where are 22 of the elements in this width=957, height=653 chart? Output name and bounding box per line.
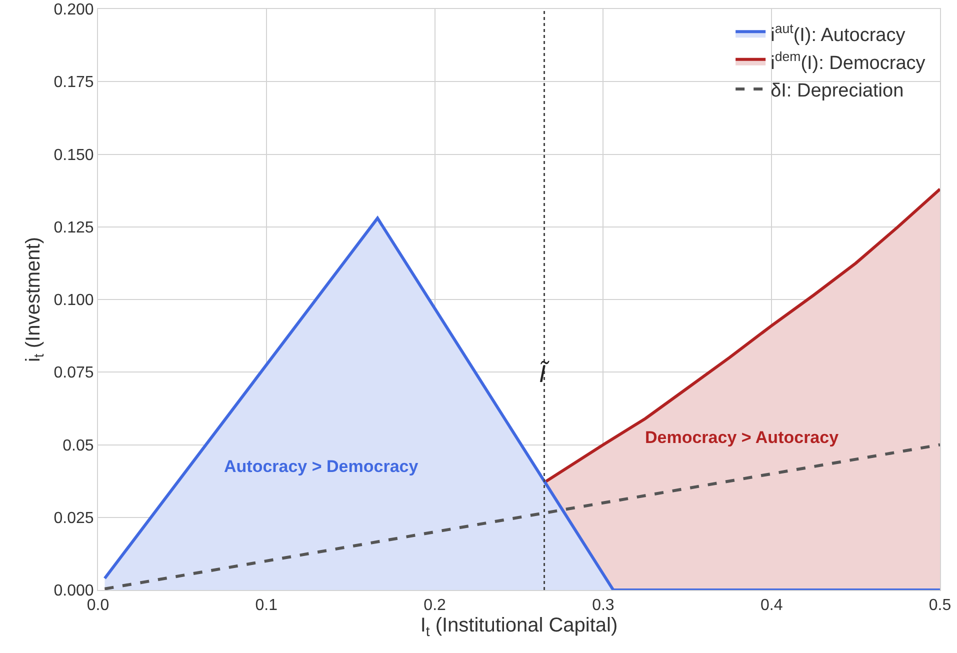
y-tick-label: 0.000 <box>54 582 94 600</box>
legend-label: i$^{aut}$(I): Autocracy <box>770 21 906 46</box>
x-tick-label: 0.0 <box>86 597 110 614</box>
x-tick-label: 0.3 <box>592 597 614 614</box>
annotation: Democracy > Autocracy <box>645 428 840 447</box>
y-tick-label: 0.150 <box>54 146 94 164</box>
annotation: Autocracy > Democracy <box>224 457 419 476</box>
y-tick-label: 0.125 <box>54 219 94 236</box>
legend-label: δI: Depreciation <box>770 80 904 102</box>
ref-line-label: Ĩ <box>539 360 550 388</box>
x-tick-label: 0.5 <box>928 597 952 614</box>
legend-label: i$^{dem}$(I): Democracy <box>770 48 926 74</box>
y-tick-label: 0.025 <box>54 510 94 527</box>
y-tick-label: 0.175 <box>54 74 94 92</box>
x-tick-label: 0.2 <box>424 597 446 614</box>
y-tick-label: 0.075 <box>54 364 94 382</box>
y-tick-label: 0.200 <box>54 2 94 19</box>
y-tick-label: 0.05 <box>62 437 94 454</box>
y-tick-label: 0.100 <box>54 292 94 310</box>
x-tick-label: 0.4 <box>760 597 783 614</box>
x-tick-label: 0.1 <box>255 597 278 614</box>
x-axis-title: I$_{t}$ (Institutional Capital) <box>420 614 618 639</box>
